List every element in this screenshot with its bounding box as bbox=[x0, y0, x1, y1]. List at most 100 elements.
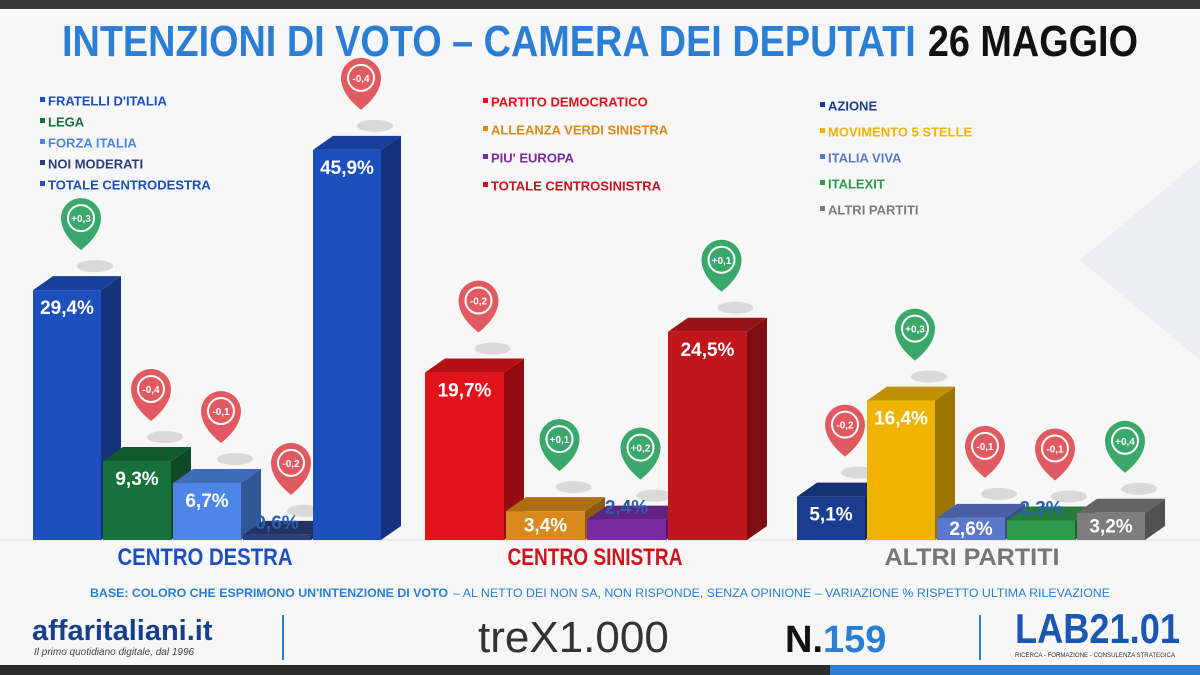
pin-shadow bbox=[717, 301, 754, 314]
change-pin bbox=[1105, 420, 1157, 495]
bar bbox=[506, 511, 585, 540]
bar-top bbox=[425, 358, 524, 373]
pin-ring bbox=[67, 204, 95, 233]
legend-label: TOTALE CENTRODESTRA bbox=[48, 177, 211, 192]
bar-top bbox=[797, 482, 885, 497]
legend-swatch bbox=[40, 118, 45, 123]
bar bbox=[1077, 512, 1145, 540]
change-label: +0,3 bbox=[71, 214, 91, 225]
legend-swatch bbox=[820, 128, 825, 133]
change-pin bbox=[458, 280, 511, 355]
bar-top bbox=[587, 505, 686, 520]
issue-prefix: N. bbox=[785, 619, 823, 661]
bar bbox=[937, 517, 1005, 540]
legend-swatch bbox=[483, 126, 488, 131]
bar-side bbox=[747, 317, 767, 540]
bar-side bbox=[1145, 498, 1165, 540]
change-label: -0,2 bbox=[836, 421, 854, 432]
change-label: +0,1 bbox=[550, 435, 570, 446]
pin-ring bbox=[831, 410, 859, 439]
bar bbox=[1007, 520, 1075, 540]
value-label: 2,3% bbox=[1019, 498, 1062, 519]
change-pin bbox=[341, 57, 393, 132]
change-label: -0,2 bbox=[282, 459, 300, 470]
group-label: CENTRO DESTRA bbox=[118, 544, 293, 571]
legend-swatch bbox=[820, 206, 825, 211]
change-pin bbox=[965, 425, 1017, 500]
decoration bbox=[1080, 160, 1200, 360]
legend-label: PIU' EUROPA bbox=[491, 150, 575, 165]
bottom-strip-accent bbox=[830, 665, 1200, 675]
legend-label: ALLEANZA VERDI SINISTRA bbox=[491, 122, 669, 137]
chart-title: INTENZIONI DI VOTO – CAMERA DEI DEPUTATI… bbox=[62, 17, 1138, 66]
pin-ring bbox=[626, 433, 655, 462]
change-label: -0,2 bbox=[470, 297, 488, 308]
bottom-strip bbox=[0, 665, 1200, 675]
issue-value: 159 bbox=[823, 619, 886, 661]
bar-side bbox=[381, 135, 401, 540]
bar-3d bbox=[173, 469, 261, 540]
legend-label: ITALIA VIVA bbox=[828, 150, 902, 165]
legend-label: ITALEXIT bbox=[828, 176, 885, 191]
change-pin bbox=[1035, 428, 1087, 503]
value-label: 16,4% bbox=[874, 409, 928, 430]
pin-ring bbox=[707, 245, 736, 274]
change-label: +0,3 bbox=[905, 325, 925, 336]
legend-swatch bbox=[40, 97, 45, 102]
bar-3d bbox=[867, 386, 955, 540]
value-label: 3,4% bbox=[524, 516, 567, 537]
bar bbox=[313, 149, 381, 540]
value-label: 29,4% bbox=[40, 298, 94, 319]
value-label: 9,3% bbox=[115, 469, 158, 490]
value-label: 3,2% bbox=[1089, 516, 1132, 537]
change-label: +0,4 bbox=[1115, 437, 1135, 448]
footnote-lead: BASE: COLORO CHE ESPRIMONO UN'INTENZIONE… bbox=[90, 586, 448, 600]
legend-label: MOVIMENTO 5 STELLE bbox=[828, 124, 973, 139]
issue-number: N.159 bbox=[785, 619, 886, 661]
bar-top bbox=[1077, 498, 1165, 513]
value-label: 5,1% bbox=[809, 505, 852, 526]
legend-swatch bbox=[40, 160, 45, 165]
bar-side bbox=[935, 386, 955, 540]
change-label: -0,4 bbox=[352, 74, 370, 85]
pin-shadow bbox=[1051, 490, 1087, 503]
group-label: ALTRI PARTITI bbox=[885, 544, 1060, 571]
legend-swatch bbox=[483, 154, 488, 159]
legend-label: PARTITO DEMOCRATICO bbox=[491, 94, 648, 109]
pin-shadow bbox=[474, 342, 511, 355]
pin-ring bbox=[971, 431, 999, 460]
pin-shadow bbox=[1121, 482, 1157, 495]
pin-ring bbox=[545, 425, 574, 454]
legend-label: LEGA bbox=[48, 114, 85, 129]
pin-ring bbox=[901, 314, 929, 343]
footnote: BASE: COLORO CHE ESPRIMONO UN'INTENZIONE… bbox=[90, 586, 1110, 600]
bar-side bbox=[241, 469, 261, 540]
lab-tagline: RICERCA - FORMAZIONE - CONSULENZA STRATE… bbox=[1015, 653, 1175, 659]
change-pin bbox=[701, 239, 754, 314]
value-label: 24,5% bbox=[681, 340, 735, 361]
value-label: 2,6% bbox=[949, 519, 992, 540]
bar bbox=[33, 290, 101, 540]
title-date: 26 MAGGIO bbox=[928, 17, 1138, 66]
change-pin bbox=[620, 427, 673, 502]
legend-label: AZIONE bbox=[828, 98, 877, 113]
legend-label: TOTALE CENTROSINISTRA bbox=[491, 178, 662, 193]
legend-swatch bbox=[483, 98, 488, 103]
legend-swatch bbox=[820, 102, 825, 107]
bar-top bbox=[506, 497, 605, 512]
legend-swatch bbox=[40, 181, 45, 186]
top-strip bbox=[0, 0, 1200, 9]
pin-ring bbox=[137, 374, 165, 403]
bar-top bbox=[867, 386, 955, 401]
bar-3d bbox=[668, 317, 767, 540]
value-label: 6,7% bbox=[185, 491, 228, 512]
change-pin bbox=[539, 419, 592, 494]
change-label: -0,4 bbox=[142, 385, 160, 396]
bar-top bbox=[33, 276, 121, 291]
bar-side bbox=[504, 358, 524, 540]
plot: CENTRO DESTRA FRATELLI D'ITALIA 29,4% +0,3 L… bbox=[33, 57, 1165, 571]
bar-top bbox=[313, 135, 401, 150]
lab-logo: LAB21.01 bbox=[1015, 605, 1180, 652]
